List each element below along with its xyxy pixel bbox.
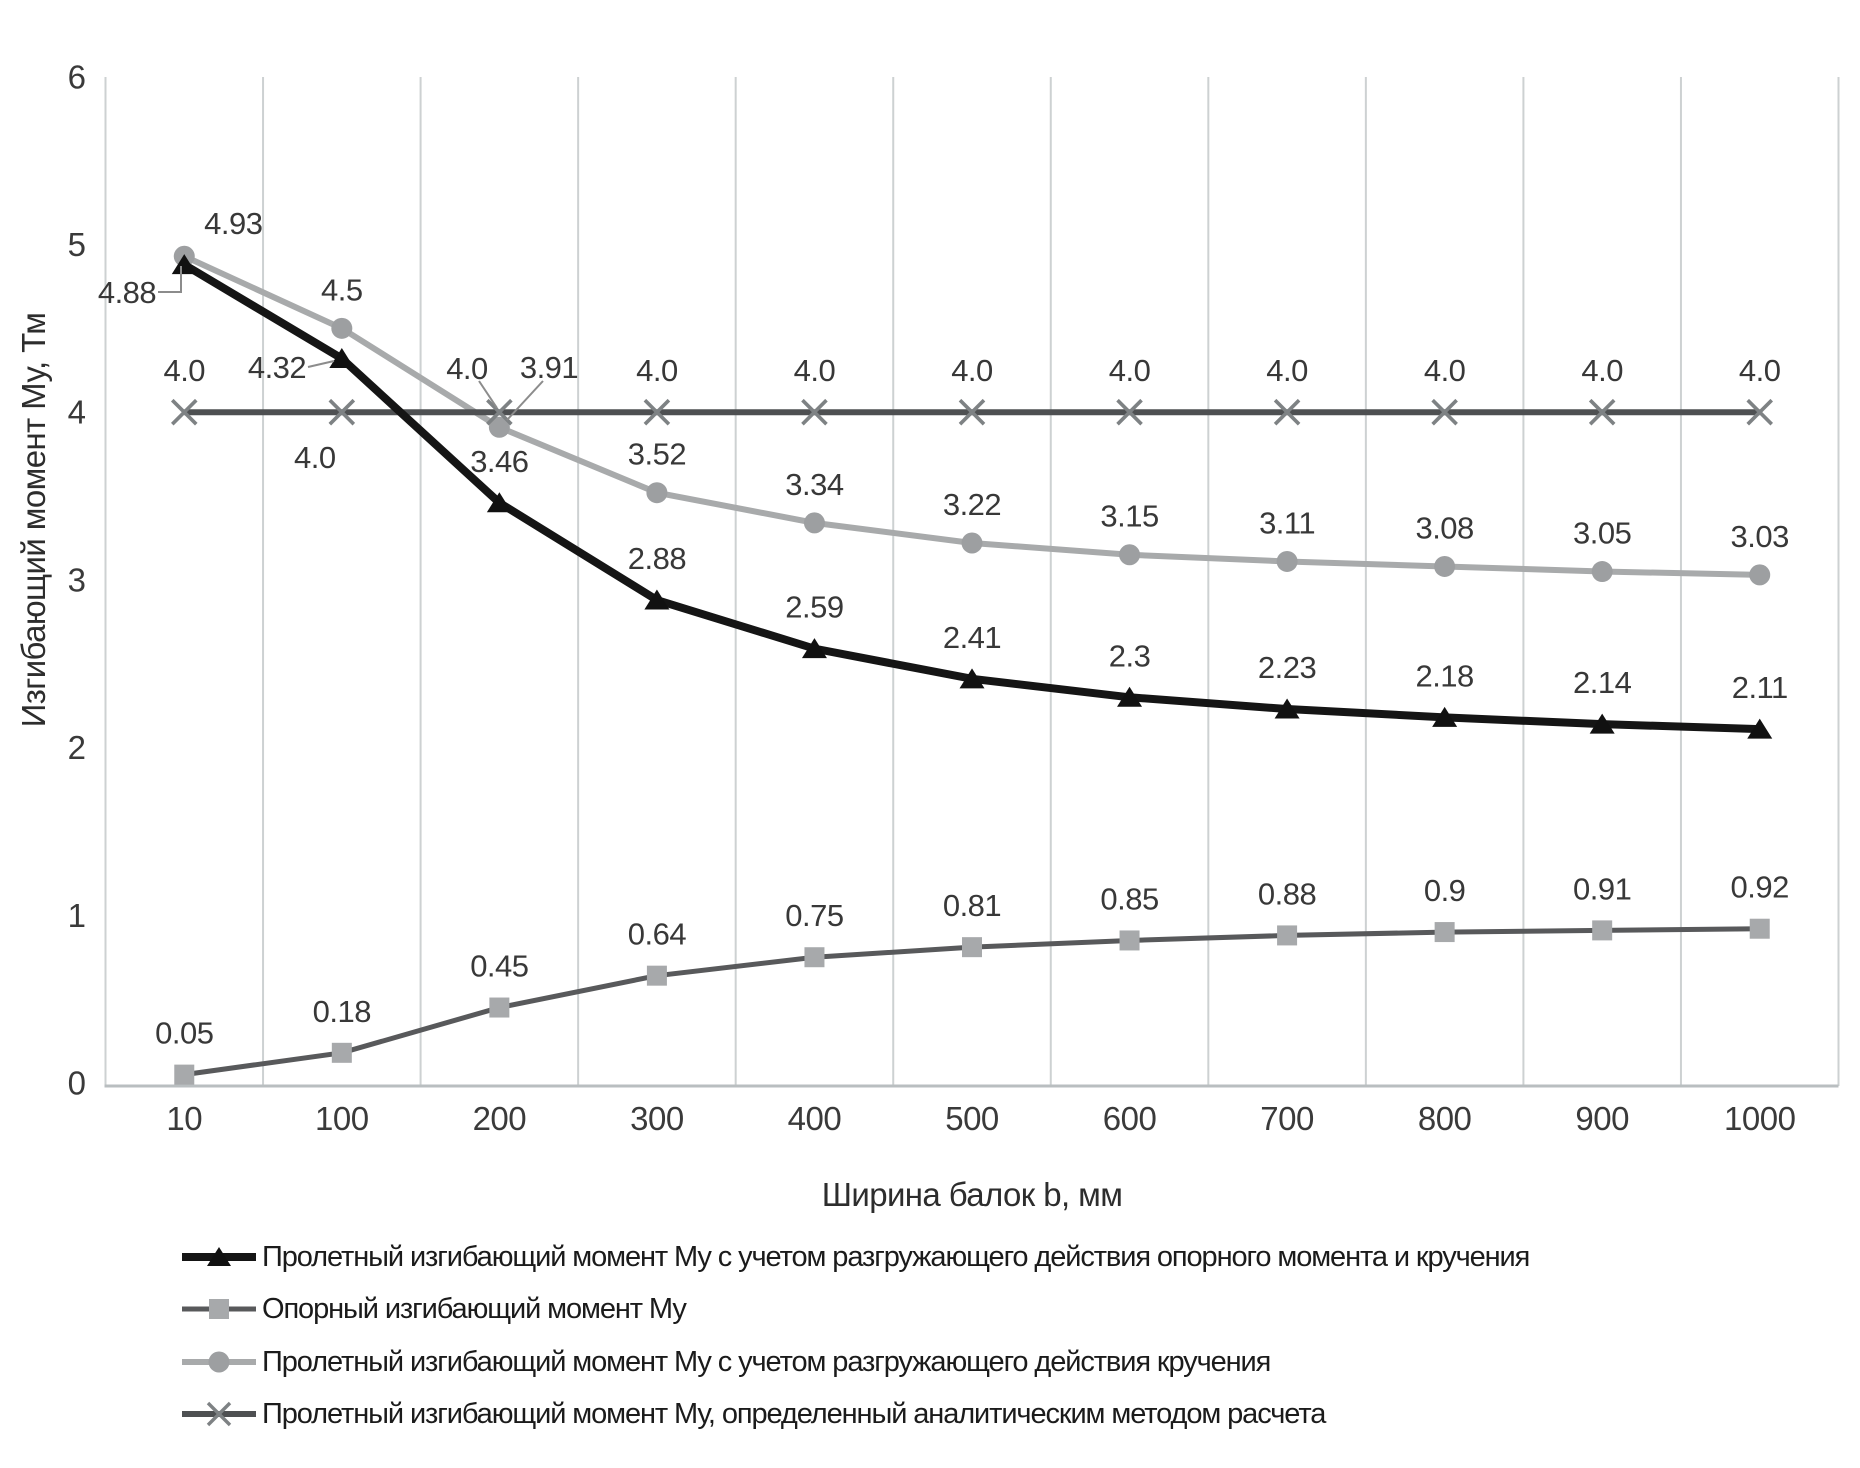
y-tick-label: 4 <box>68 394 86 431</box>
legend-item-support-moment: Опорный изгибающий момент Му <box>182 1292 687 1325</box>
data-label: 0.85 <box>1100 881 1158 916</box>
data-label: 2.59 <box>785 590 843 625</box>
x-axis-ticks: 10 100 200 300 400 500 600 700 800 900 1000 <box>166 1100 1796 1137</box>
data-label: 0.81 <box>943 888 1001 923</box>
data-label: 0.05 <box>155 1016 213 1051</box>
legend-label: Пролетный изгибающий момент Му, определе… <box>262 1397 1326 1430</box>
legend-marker-circle-icon <box>182 1351 256 1373</box>
x-tick-label: 10 <box>166 1100 202 1137</box>
x-tick-label: 900 <box>1575 1100 1629 1137</box>
data-label: 2.23 <box>1258 650 1316 685</box>
legend-marker-square-icon <box>182 1299 256 1319</box>
data-label: 4.5 <box>321 272 363 307</box>
data-label: 4.0 <box>1424 353 1466 388</box>
data-label: 3.34 <box>785 467 844 502</box>
y-tick-label: 6 <box>68 58 86 95</box>
x-tick-label: 500 <box>945 1100 999 1137</box>
x-tick-label: 400 <box>788 1100 842 1137</box>
y-tick-label: 5 <box>68 226 86 263</box>
data-label: 3.91 <box>520 350 578 385</box>
legend-marker-x-icon <box>182 1401 256 1427</box>
y-tick-label: 0 <box>68 1065 86 1102</box>
legend-label: Пролетный изгибающий момент Му с учетом … <box>262 1240 1530 1273</box>
y-tick-label: 3 <box>68 561 86 598</box>
data-label: 3.52 <box>628 437 686 472</box>
data-label: 0.9 <box>1424 873 1466 908</box>
data-label: 4.0 <box>446 351 488 386</box>
label-leader-line <box>506 380 544 421</box>
data-label: 0.88 <box>1258 876 1316 911</box>
data-label: 4.0 <box>951 353 993 388</box>
series-triangle <box>171 254 1773 739</box>
x-tick-label: 800 <box>1418 1100 1472 1137</box>
data-label: 0.91 <box>1573 871 1631 906</box>
legend-item-span-moment-support-torsion: Пролетный изгибающий момент Му с учетом … <box>182 1240 1530 1273</box>
data-label: 4.0 <box>1581 353 1623 388</box>
data-label: 3.11 <box>1259 505 1315 540</box>
data-label: 0.75 <box>785 898 843 933</box>
data-label: 3.15 <box>1100 499 1158 534</box>
gridlines <box>104 77 1840 1086</box>
data-label: 4.0 <box>294 440 336 475</box>
y-axis-ticks: 0 1 2 3 4 5 6 <box>68 58 86 1101</box>
data-label: 0.64 <box>628 917 687 952</box>
data-label: 4.0 <box>1266 353 1308 388</box>
x-axis-title: Ширина балок b, мм <box>821 1176 1123 1213</box>
data-label: 2.11 <box>1732 670 1788 705</box>
label-leader-line <box>478 380 498 409</box>
data-label: 0.45 <box>470 949 528 984</box>
data-label: 3.46 <box>470 444 528 479</box>
data-label: 4.0 <box>636 353 678 388</box>
data-label: 4.0 <box>163 353 205 388</box>
data-label: 2.14 <box>1573 665 1632 700</box>
data-label: 3.03 <box>1731 519 1789 554</box>
x-tick-label: 300 <box>630 1100 684 1137</box>
y-tick-label: 1 <box>68 897 86 934</box>
data-labels: 0.05 0.18 0.45 0.64 0.75 0.81 0.85 0.88 0.9 0.91 0… <box>98 206 1790 1051</box>
data-label: 4.32 <box>248 350 306 385</box>
data-label: 4.0 <box>1109 353 1151 388</box>
data-label: 0.18 <box>313 994 371 1029</box>
legend-marker-triangle-icon <box>182 1247 256 1266</box>
data-label: 4.88 <box>98 275 156 310</box>
legend-item-span-moment-torsion: Пролетный изгибающий момент Му с учетом … <box>182 1345 1271 1378</box>
x-tick-label: 200 <box>473 1100 527 1137</box>
x-tick-label: 1000 <box>1724 1100 1796 1137</box>
legend-label: Пролетный изгибающий момент Му с учетом … <box>262 1345 1271 1378</box>
data-label: 4.0 <box>794 353 836 388</box>
x-tick-label: 700 <box>1260 1100 1314 1137</box>
data-label: 4.93 <box>204 206 262 241</box>
legend-label: Опорный изгибающий момент Му <box>262 1292 687 1325</box>
data-label: 3.08 <box>1415 510 1473 545</box>
data-label: 2.3 <box>1109 638 1151 673</box>
data-label: 2.88 <box>628 541 686 576</box>
data-label: 3.05 <box>1573 516 1631 551</box>
x-tick-label: 600 <box>1103 1100 1157 1137</box>
y-axis-title: Изгибающий момент Му, Тм <box>15 312 52 728</box>
data-label: 0.92 <box>1731 870 1789 905</box>
series-square <box>174 918 1770 1085</box>
y-tick-label: 2 <box>68 729 86 766</box>
x-tick-label: 100 <box>315 1100 369 1137</box>
series-x <box>171 398 1774 426</box>
label-leader-line <box>307 360 335 368</box>
data-label: 2.41 <box>943 620 1001 655</box>
data-label: 3.22 <box>943 487 1001 522</box>
series-circle <box>173 245 1771 586</box>
legend-item-span-moment-analytical: Пролетный изгибающий момент Му, определе… <box>182 1397 1326 1430</box>
label-leader-line <box>158 266 182 293</box>
data-label: 4.0 <box>1739 353 1781 388</box>
data-label: 2.18 <box>1415 658 1473 693</box>
